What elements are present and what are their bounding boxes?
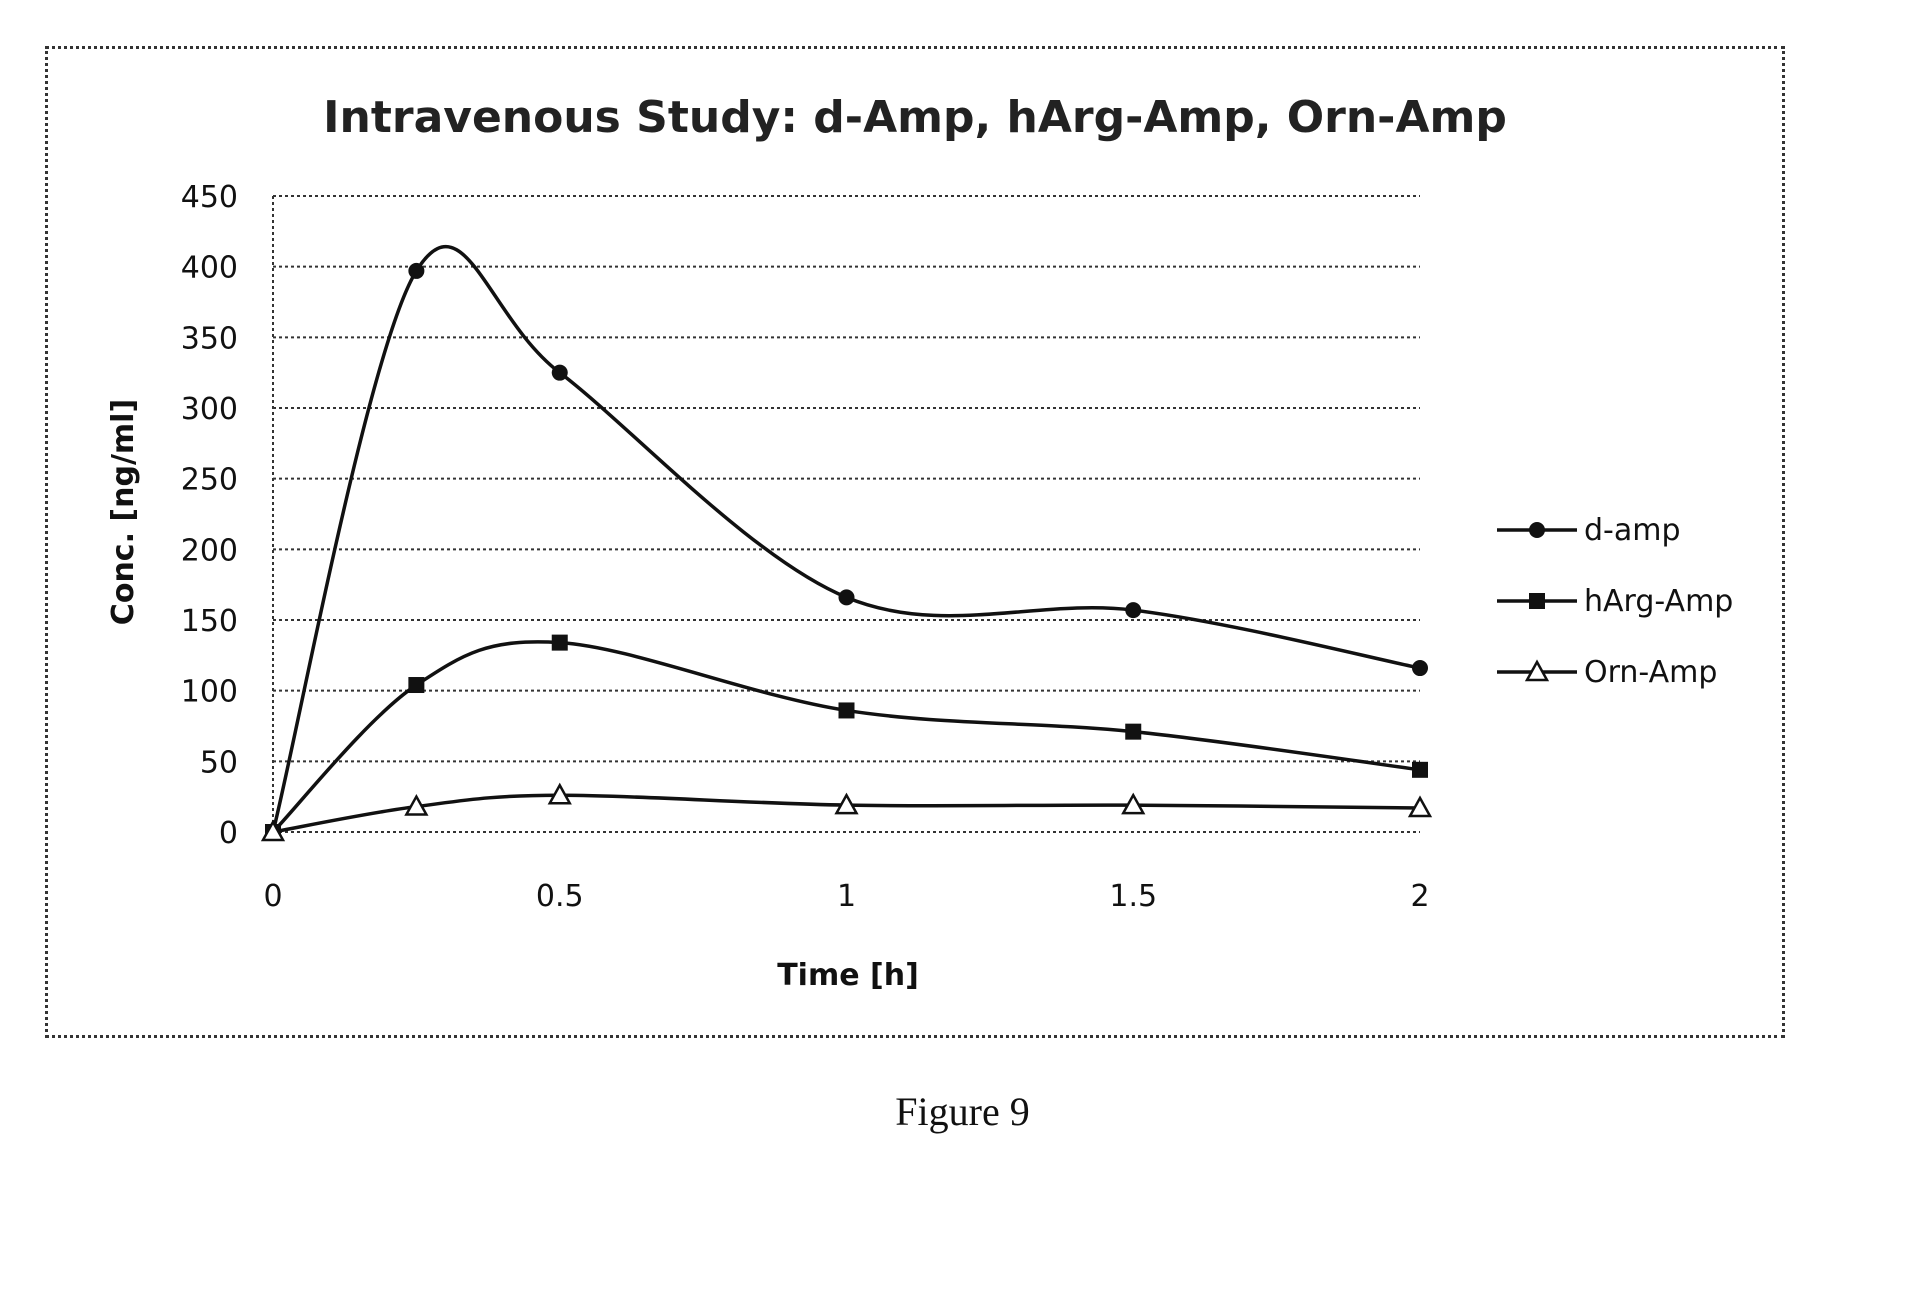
x-tick-label: 0 (263, 879, 282, 914)
legend: d-amp hArg-Amp Orn-Amp (1497, 513, 1733, 690)
figure-caption: Figure 9 (0, 1088, 1925, 1135)
y-axis-ticks: 0 50 100 150 200 250 300 350 400 450 (181, 180, 238, 851)
y-tick-label: 0 (219, 816, 238, 851)
series-group (263, 247, 1430, 840)
legend-label: hArg-Amp (1584, 584, 1733, 619)
legend-marker (1529, 522, 1545, 538)
y-tick-label: 250 (181, 463, 238, 498)
y-tick-label: 150 (181, 604, 238, 639)
data-point-d-amp (839, 589, 855, 605)
data-point-harg-amp (552, 635, 568, 651)
data-point-d-amp (1412, 660, 1428, 676)
x-tick-label: 1 (837, 879, 856, 914)
legend-label: d-amp (1584, 513, 1681, 548)
data-point-d-amp (1125, 602, 1141, 618)
data-point-d-amp (408, 263, 424, 279)
y-axis-label: Conc. [ng/ml] (106, 399, 141, 625)
chart-title: Intravenous Study: d-Amp, hArg-Amp, Orn-… (323, 92, 1507, 143)
x-axis-ticks: 0 0.5 1 1.5 2 (263, 879, 1429, 914)
data-point-harg-amp (839, 702, 855, 718)
x-tick-label: 2 (1410, 879, 1429, 914)
y-tick-label: 200 (181, 533, 238, 568)
y-tick-label: 400 (181, 251, 238, 286)
x-tick-label: 0.5 (536, 879, 584, 914)
data-point-harg-amp (1125, 724, 1141, 740)
y-tick-label: 450 (181, 180, 238, 215)
y-tick-label: 50 (200, 745, 238, 780)
x-tick-label: 1.5 (1109, 879, 1157, 914)
legend-marker (1529, 593, 1545, 609)
data-point-d-amp (552, 365, 568, 381)
legend-label: Orn-Amp (1584, 655, 1717, 690)
y-tick-label: 300 (181, 392, 238, 427)
data-point-harg-amp (1412, 762, 1428, 778)
x-axis-label: Time [h] (777, 958, 919, 993)
gridlines (273, 196, 1420, 832)
y-tick-label: 350 (181, 321, 238, 356)
data-point-harg-amp (408, 677, 424, 693)
y-tick-label: 100 (181, 675, 238, 710)
